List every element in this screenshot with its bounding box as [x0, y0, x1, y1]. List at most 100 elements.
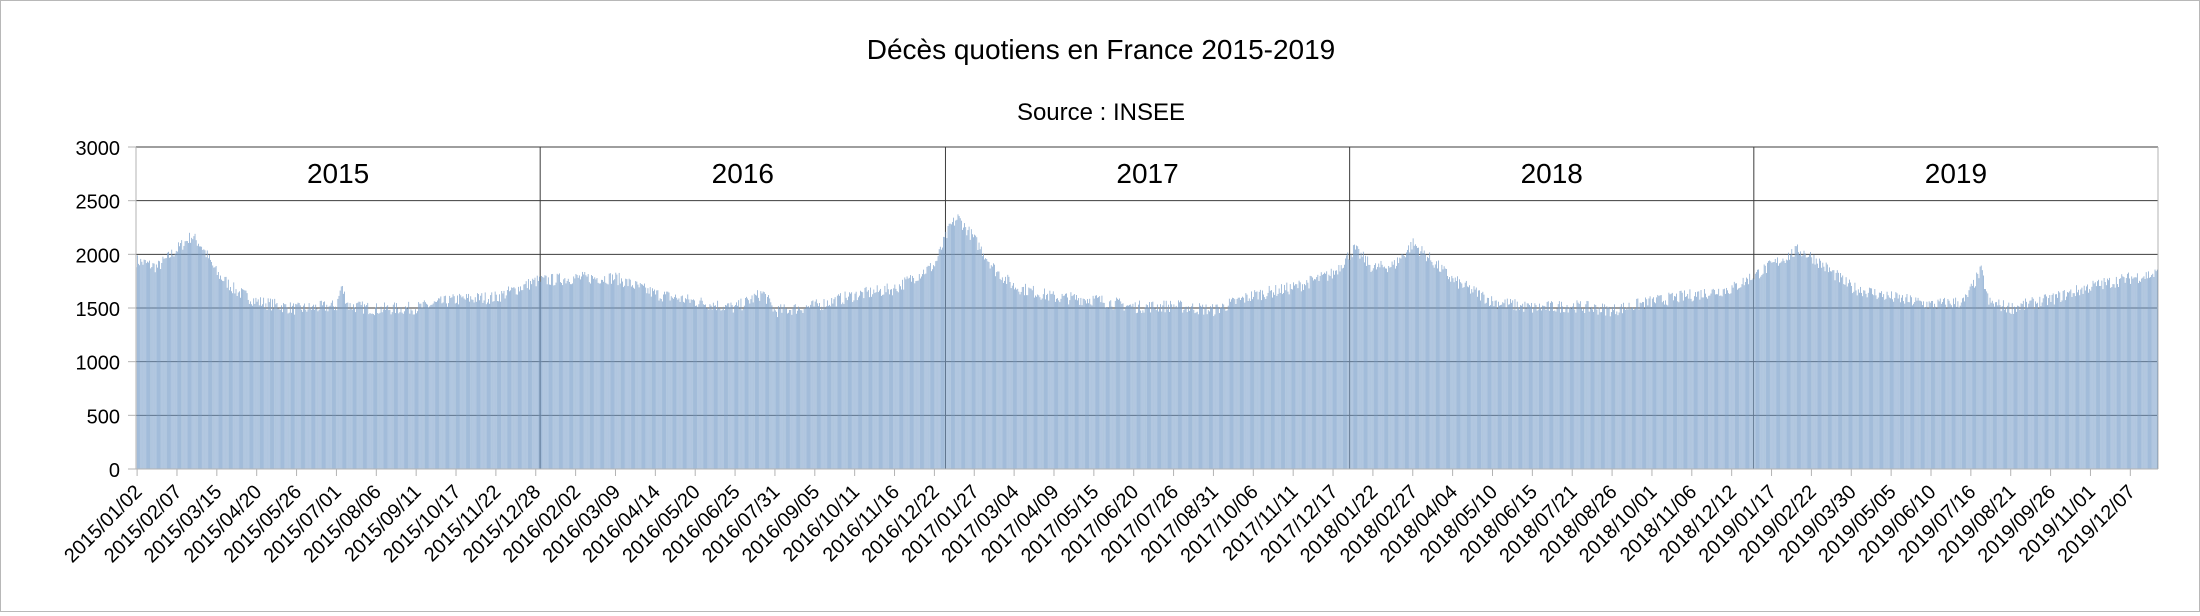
bar: [718, 308, 720, 469]
bar: [437, 300, 438, 469]
bar: [585, 275, 587, 469]
bar: [1295, 284, 1297, 469]
bar: [1277, 293, 1279, 469]
bar: [1997, 305, 1999, 469]
bar: [1386, 268, 1387, 469]
bar: [1977, 273, 1979, 469]
bar: [780, 304, 782, 469]
bar: [683, 301, 684, 469]
bar: [1297, 288, 1299, 469]
bar: [1388, 265, 1390, 469]
bar: [199, 246, 200, 469]
bar: [1731, 285, 1733, 469]
bar: [1156, 304, 1158, 469]
bar: [1135, 313, 1137, 469]
bar: [1230, 301, 1231, 469]
bar: [1644, 308, 1645, 469]
bar: [1339, 271, 1341, 469]
bar: [570, 284, 571, 469]
bar: [607, 284, 609, 469]
bar: [1320, 272, 1322, 469]
bar: [1614, 304, 1615, 469]
bar: [1422, 252, 1424, 469]
bar: [513, 287, 515, 469]
bar: [963, 227, 964, 469]
bar: [1403, 256, 1405, 469]
bar: [825, 306, 827, 469]
bar: [1655, 303, 1656, 469]
bar: [1098, 297, 1099, 469]
bar: [407, 308, 408, 469]
bar: [1533, 308, 1535, 469]
bar: [1903, 301, 1904, 469]
bar: [237, 292, 239, 469]
bar: [447, 306, 448, 469]
bar: [656, 290, 658, 469]
bar: [511, 287, 513, 469]
bar: [1159, 308, 1160, 469]
bar: [597, 282, 599, 469]
bar: [1669, 294, 1671, 469]
bar: [1293, 282, 1294, 469]
bar: [944, 237, 946, 469]
bar: [1705, 293, 1706, 469]
bar: [160, 269, 162, 469]
bar: [205, 257, 207, 469]
bar: [1500, 305, 1501, 469]
bar: [1835, 272, 1837, 469]
bar: [195, 240, 197, 469]
bar: [446, 303, 447, 469]
bar: [1677, 301, 1679, 469]
bar: [1772, 262, 1774, 469]
bar: [831, 298, 833, 469]
bar: [786, 308, 787, 469]
bar: [1606, 306, 1608, 469]
bar: [534, 277, 536, 469]
bar: [1492, 301, 1494, 469]
bar: [1178, 300, 1179, 469]
bar: [592, 276, 593, 469]
bar: [2102, 289, 2104, 469]
bar: [1001, 277, 1003, 469]
bar: [1374, 265, 1375, 469]
bar: [552, 273, 554, 469]
bar: [2134, 277, 2136, 469]
bar: [1849, 279, 1850, 469]
bar: [283, 303, 284, 469]
bar: [1825, 262, 1827, 469]
bar: [601, 279, 602, 469]
bar: [2035, 301, 2036, 469]
bar: [987, 261, 989, 469]
bar: [758, 297, 760, 469]
bar: [488, 299, 489, 469]
bar: [1084, 300, 1086, 469]
bar: [1096, 295, 1097, 469]
bar: [1778, 265, 1779, 469]
bar: [624, 285, 626, 469]
bar: [273, 308, 274, 469]
bar: [391, 312, 393, 469]
bar: [1945, 304, 1947, 469]
bar: [297, 302, 299, 469]
bar: [962, 229, 963, 469]
bar: [1013, 283, 1014, 469]
bar: [1037, 294, 1039, 469]
bar: [453, 296, 455, 469]
bar: [1433, 267, 1435, 469]
bar: [1211, 307, 1212, 469]
bar: [1498, 301, 1499, 469]
bar: [603, 281, 604, 469]
bar: [884, 285, 886, 469]
bar: [2144, 278, 2146, 469]
bar: [1076, 295, 1077, 469]
bar: [967, 230, 969, 469]
bar: [2095, 286, 2097, 469]
bar: [163, 258, 165, 469]
bar: [1876, 299, 1878, 469]
bar: [1123, 310, 1125, 469]
bar: [1471, 289, 1473, 469]
bar: [952, 222, 953, 469]
bar: [1306, 280, 1308, 469]
bar: [1905, 297, 1907, 469]
bar: [1831, 271, 1833, 469]
